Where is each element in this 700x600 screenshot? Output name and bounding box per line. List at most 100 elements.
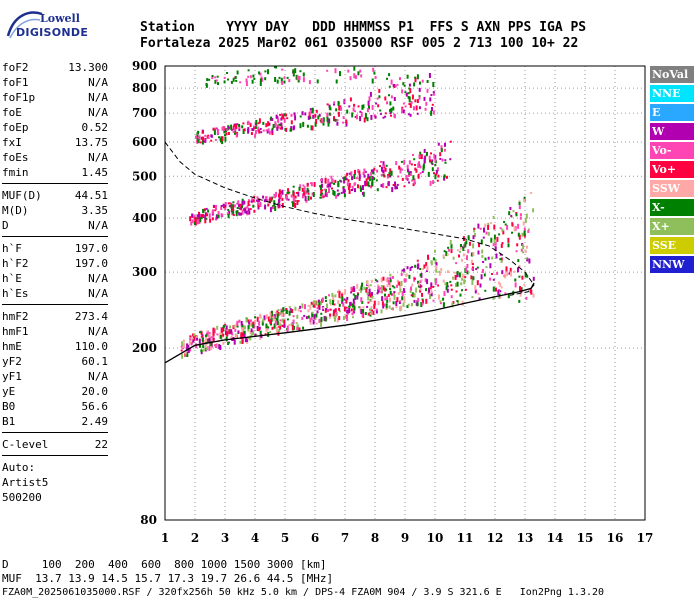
param-value: 56.6	[81, 400, 109, 413]
autoscaling-info: 500200	[2, 491, 42, 504]
echo-point	[361, 282, 364, 287]
echo-point	[275, 330, 278, 335]
echo-point	[250, 322, 253, 327]
echo-point	[311, 311, 314, 314]
echo-point	[328, 105, 331, 110]
echo-point	[296, 314, 299, 319]
echo-point	[474, 285, 477, 291]
echo-point	[345, 178, 348, 181]
echo-point	[265, 328, 268, 333]
echo-point	[202, 136, 205, 141]
echo-point	[292, 201, 294, 207]
echo-point	[449, 280, 452, 283]
echo-point	[380, 277, 383, 283]
echo-point	[450, 243, 453, 249]
echo-point	[352, 293, 355, 296]
echo-point	[406, 74, 409, 79]
echo-trace	[180, 192, 535, 359]
echo-point	[326, 192, 328, 198]
echo-point	[324, 193, 327, 197]
x-tick-labels: 1 2 3 4 5 6 7 8 9 10 11 12 13 14 15 16 17	[161, 531, 654, 545]
echo-point	[398, 301, 401, 304]
echo-point	[222, 324, 225, 328]
echo-point	[428, 287, 430, 293]
echo-point	[427, 291, 430, 295]
echo-point	[525, 213, 528, 219]
echo-point	[252, 74, 255, 78]
echo-point	[361, 104, 364, 110]
echo-point	[457, 300, 460, 305]
echo-point	[439, 152, 442, 157]
echo-point	[192, 339, 195, 343]
echo-point	[438, 271, 441, 276]
echo-point	[254, 133, 257, 138]
echo-point	[446, 270, 449, 274]
echo-point	[403, 291, 406, 293]
echo-point	[235, 79, 238, 82]
echo-point	[368, 288, 371, 294]
echo-point	[184, 352, 187, 355]
echo-point	[241, 327, 244, 333]
echo-point	[438, 294, 440, 300]
y-tick-label: 800	[132, 81, 157, 95]
echo-point	[195, 335, 198, 338]
echo-point	[477, 223, 480, 229]
echo-point	[376, 169, 379, 173]
echo-point	[272, 315, 275, 321]
echo-point	[362, 185, 364, 190]
echo-point	[419, 288, 422, 291]
x-tick-label: 8	[371, 531, 379, 545]
echo-point	[419, 81, 421, 85]
echo-point	[370, 114, 373, 120]
echo-point	[414, 167, 417, 171]
echo-point	[364, 312, 367, 315]
echo-point	[243, 330, 246, 335]
echo-point	[206, 330, 209, 333]
echo-point	[349, 301, 352, 306]
echo-point	[526, 275, 529, 278]
echo-point	[257, 122, 260, 125]
echo-point	[299, 115, 302, 118]
param-value: 22	[94, 438, 108, 451]
legend-item: E	[650, 104, 694, 121]
echo-point	[286, 325, 289, 331]
echo-point	[314, 121, 317, 127]
y-tick-label: 500	[132, 169, 157, 183]
param-name: MUF(D)	[2, 189, 42, 202]
echo-point	[425, 101, 428, 106]
echo-point	[282, 312, 285, 317]
echo-point	[311, 312, 314, 318]
echo-point	[439, 157, 442, 160]
echo-point	[315, 119, 318, 124]
echo-point	[294, 195, 297, 199]
echo-point	[514, 278, 517, 282]
echo-point	[418, 87, 421, 92]
echo-point	[315, 322, 318, 325]
echo-point	[342, 121, 345, 124]
echo-point	[444, 142, 446, 147]
echo-point	[436, 167, 439, 172]
echo-point	[337, 183, 340, 188]
echo-point	[225, 328, 228, 333]
echo-point	[450, 295, 453, 299]
echo-point	[385, 303, 388, 309]
echo-point	[479, 227, 482, 230]
echo-point	[241, 209, 244, 215]
echo-point	[193, 333, 196, 337]
echo-point	[387, 280, 390, 285]
echo-point	[328, 112, 331, 116]
echo-point	[367, 100, 370, 106]
echo-point	[419, 165, 421, 168]
echo-point	[458, 272, 461, 278]
echo-point	[370, 279, 373, 283]
echo-point	[492, 215, 495, 219]
echo-point	[352, 107, 355, 112]
echo-point	[360, 285, 363, 291]
echo-point	[374, 115, 377, 119]
autoscaling-info: Auto:	[2, 461, 36, 474]
echo-point	[315, 313, 318, 318]
echo-point	[379, 165, 381, 168]
echo-point	[286, 117, 289, 120]
echo-point	[336, 119, 339, 122]
param-name: h`F2	[2, 257, 29, 270]
